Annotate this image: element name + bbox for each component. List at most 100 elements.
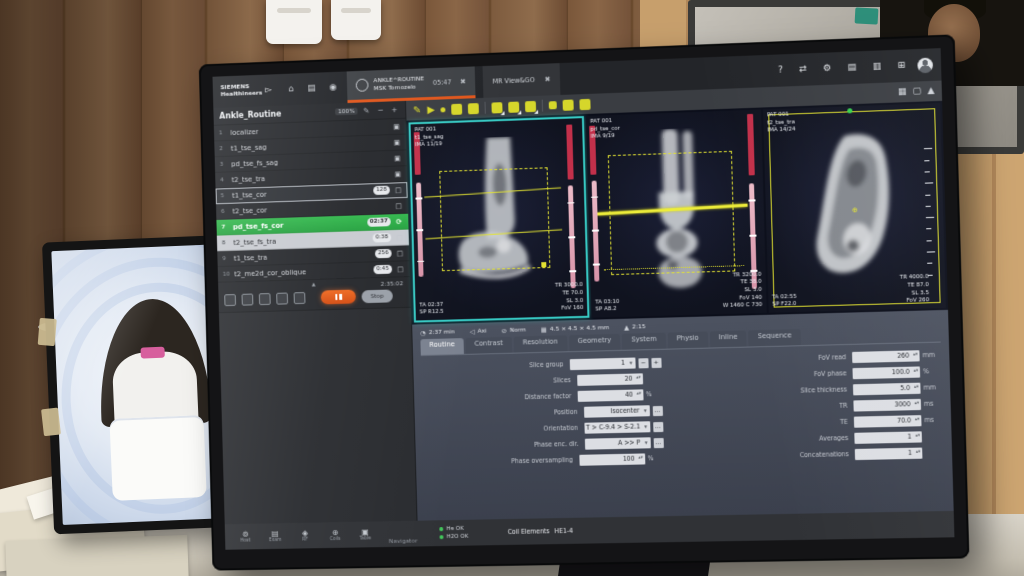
phase-oversampling-input[interactable]: 100 ▴▾ (578, 453, 645, 466)
print-icon[interactable]: ▤ (847, 62, 857, 73)
slice-position-bar[interactable] (567, 185, 577, 289)
viewport-axial[interactable]: ⊕ PAT 001 t2_tse_tra IMA 14/24 TA 02:55 SP … (762, 102, 946, 313)
home-icon[interactable]: ⌂ (288, 84, 294, 95)
tab-geometry[interactable]: Geometry (568, 333, 621, 352)
slice-range-bar[interactable] (746, 113, 755, 176)
slices-input[interactable]: 20 ▴▾ (576, 373, 643, 386)
slice-position-bar[interactable] (415, 182, 425, 278)
layout-grid-icon[interactable]: ▦ (897, 86, 907, 98)
expand-icon[interactable]: ▲ (927, 85, 935, 97)
rf-status[interactable]: ◈ RF (301, 528, 309, 543)
sar-indicator: ▲ 2:15 (624, 323, 646, 332)
coils-status[interactable]: ⊕ Coils (329, 528, 341, 543)
patient-browser-icon[interactable]: ▤ (307, 83, 316, 94)
queue-tool-icon[interactable] (224, 294, 237, 307)
status-check-icon[interactable]: ▣ (393, 122, 400, 131)
close-icon[interactable]: ✖ (544, 75, 551, 84)
exam-status[interactable]: ▤ Exam (268, 529, 282, 544)
status-check-icon[interactable]: ▣ (393, 154, 401, 163)
stepper-icon: ▴▾ (913, 368, 919, 374)
status-check-icon[interactable]: □ (395, 201, 402, 210)
phase-enc-dropdown[interactable]: A >> P ▾ (584, 437, 651, 450)
roi-box[interactable] (439, 166, 551, 271)
queue-tool-icon[interactable] (293, 292, 306, 305)
queue-tool-icon[interactable] (241, 293, 254, 306)
coils-icon: ⊕ (331, 528, 339, 538)
status-check-icon[interactable]: ▣ (393, 138, 401, 147)
fov-read-input[interactable]: 260 ▴▾ (852, 350, 920, 364)
queue-tool-icon[interactable] (258, 293, 271, 306)
viewport-sagittal[interactable]: PAT 001 t1_tse_sag IMA 11/19 TA 02:37 SP R1… (408, 116, 590, 323)
position-dropdown[interactable]: Isocenter ▾ (583, 405, 650, 418)
tab-contrast[interactable]: Contrast (465, 336, 513, 354)
tab-physio[interactable]: Physio (667, 331, 709, 349)
field-phase-oversampling: Phase oversampling 100 ▴▾% (511, 453, 654, 466)
sat-band-icon[interactable] (548, 101, 557, 110)
link-icon[interactable]: ⇄ (799, 64, 807, 75)
tab-inline[interactable]: Inline (709, 330, 747, 348)
queue-icon[interactable]: ⊞ (897, 60, 906, 72)
status-check-icon[interactable]: □ (394, 185, 402, 194)
overlay-bottom-left: TA 02:55 SP F22.0 (771, 293, 797, 308)
go-pause-button[interactable] (320, 289, 356, 305)
tab-system[interactable]: System (622, 332, 666, 350)
user-avatar[interactable] (917, 57, 934, 73)
mr-console-screen: SIEMENS Healthineers ▻ ⌂ ▤ ◉ ANKLE^ROUTIN… (212, 48, 955, 550)
slice-group-icon[interactable] (451, 103, 463, 115)
stop-button[interactable]: Stop (361, 288, 393, 303)
copy-slices-icon[interactable] (491, 101, 503, 114)
phase-enc-more-button[interactable]: … (653, 437, 664, 448)
paste-slices-icon[interactable] (508, 101, 520, 113)
te-input[interactable]: 70.0 ▴▾ (853, 415, 922, 428)
edit-slice-icon[interactable]: ✎ (412, 104, 422, 116)
active-patient-tab[interactable]: ANKLE^ROUTINE MSK Tornozelo 05:47 ✖ (347, 66, 476, 104)
slice-position-bar[interactable] (591, 180, 601, 282)
status-check-icon[interactable]: □ (396, 249, 404, 258)
zoom-badge[interactable]: 100% (334, 107, 358, 116)
tab-sequence[interactable]: Sequence (748, 329, 801, 347)
chevron-down-icon: ▾ (643, 407, 647, 414)
align-slices-icon[interactable] (525, 100, 537, 112)
tab-resolution[interactable]: Resolution (513, 335, 568, 353)
secondary-tab[interactable]: MR View&GO ✖ (482, 63, 561, 98)
slice-range-bar[interactable] (566, 124, 575, 180)
help-icon[interactable]: ? (778, 65, 784, 76)
marker-icon[interactable] (440, 106, 446, 112)
slice-group-dropdown[interactable]: 1 ▾ (569, 357, 636, 371)
patient-search-icon[interactable]: ◉ (329, 82, 337, 93)
host-status[interactable]: ⊚ Host (240, 529, 251, 544)
orientation-dropdown[interactable]: T > C-9.4 > S-2.1 ▾ (583, 421, 650, 434)
fov-tool-icon[interactable] (467, 102, 480, 114)
minus-icon[interactable]: − (377, 105, 384, 115)
queue-tool-icon[interactable] (276, 292, 289, 305)
plus-icon[interactable]: + (391, 105, 398, 115)
settings-icon[interactable]: ⚙ (822, 63, 832, 74)
table-status[interactable]: ▣ Table (359, 527, 372, 542)
fov-phase-input[interactable]: 100.0 ▴▾ (852, 366, 921, 380)
navigator-label: Navigator (388, 537, 418, 545)
tab-routine[interactable]: Routine (420, 338, 464, 356)
distance-factor-input[interactable]: 40 ▴▾ (577, 389, 644, 402)
shim-volume-icon[interactable] (562, 98, 574, 111)
concatenations-input[interactable]: 1 ▴▾ (854, 447, 923, 461)
position-more-button[interactable]: … (652, 405, 663, 416)
orientation-more-button[interactable]: … (652, 421, 663, 432)
status-check-icon[interactable]: □ (396, 233, 403, 242)
maximize-icon[interactable]: ▢ (912, 86, 922, 97)
navigator-icon[interactable] (579, 98, 591, 110)
slice-thickness-input[interactable]: 5.0 ▴▾ (852, 382, 921, 396)
apply-slices-icon[interactable]: ▶ (427, 104, 435, 116)
viewport-coronal[interactable]: PAT 001 pd_tse_cor IMA 9/19 TA 03:10 SP A8.… (586, 109, 767, 318)
status-check-icon[interactable]: □ (397, 264, 404, 273)
add-group-button[interactable]: + (650, 357, 662, 368)
export-icon[interactable]: ▥ (872, 61, 882, 73)
tr-input[interactable]: 3000 ▴▾ (853, 398, 922, 412)
averages-input[interactable]: 1 ▴▾ (854, 431, 922, 444)
close-icon[interactable]: ✖ (460, 77, 466, 86)
orientation-indicator: ◁ Axi (469, 327, 487, 336)
roi-handle[interactable] (541, 261, 547, 267)
remove-group-button[interactable]: − (637, 357, 649, 368)
edit-icon[interactable]: ✎ (363, 106, 370, 116)
status-check-icon[interactable]: ▣ (394, 169, 402, 179)
field-distance-factor: Distance factor 40 ▴▾% (524, 389, 652, 402)
